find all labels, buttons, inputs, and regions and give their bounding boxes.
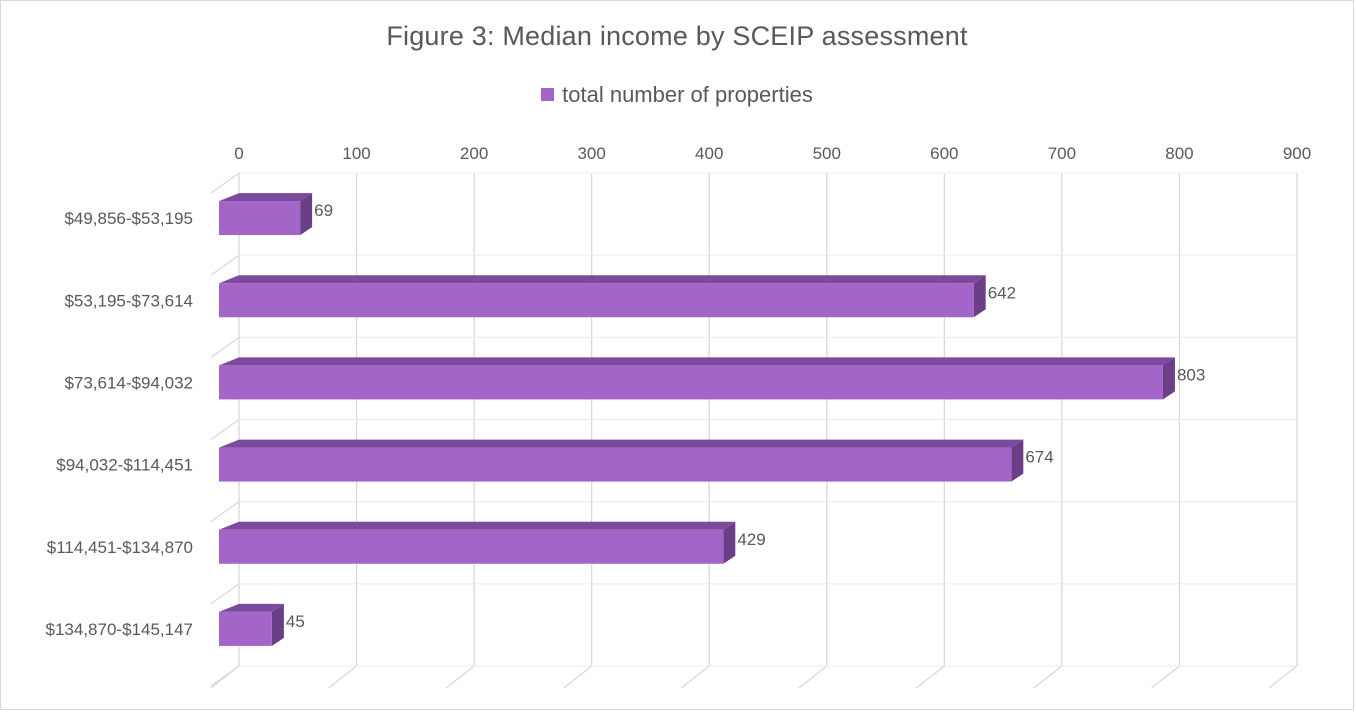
bar-top-face [219, 193, 313, 202]
bar-side-face [723, 521, 736, 564]
x-tick-label: 500 [813, 144, 841, 163]
bar-side-face [271, 603, 284, 646]
floor-gridline [445, 665, 475, 689]
y-category-label: $49,856-$53,195 [64, 209, 193, 228]
bar-top-face [219, 439, 1024, 448]
x-tick-label: 800 [1165, 144, 1193, 163]
bar-top-face [219, 357, 1175, 366]
bar-top-face [219, 603, 284, 612]
bar-top-face [219, 275, 986, 284]
bar-side-face [1162, 357, 1175, 400]
side-wall-gridline [210, 254, 240, 276]
bar [219, 365, 1163, 400]
side-wall-gridline [210, 501, 240, 523]
x-tick-label: 200 [460, 144, 488, 163]
data-label: 642 [988, 283, 1016, 302]
bar [219, 447, 1012, 482]
x-tick-label: 400 [695, 144, 723, 163]
bar [219, 611, 272, 646]
floor-gridline [1033, 665, 1063, 689]
data-label: 803 [1177, 365, 1205, 384]
x-tick-label: 300 [577, 144, 605, 163]
data-label: 45 [286, 612, 305, 631]
legend-label: total number of properties [562, 82, 813, 107]
data-label: 69 [314, 201, 333, 220]
side-wall-gridline [210, 172, 240, 194]
y-category-label: $73,614-$94,032 [64, 373, 193, 392]
data-label: 674 [1025, 448, 1053, 467]
legend: total number of properties [1, 82, 1353, 108]
floor-gridline [1268, 665, 1298, 689]
floor-gridline [563, 665, 593, 689]
bar-side-face [300, 193, 313, 236]
x-tick-label: 900 [1283, 144, 1311, 163]
bar-side-face [1011, 439, 1024, 482]
floor-gridline [915, 665, 945, 689]
x-tick-label: 600 [930, 144, 958, 163]
x-tick-label: 100 [342, 144, 370, 163]
bar-side-face [973, 275, 986, 318]
floor-gridline [680, 665, 710, 689]
side-wall-gridline [210, 583, 240, 605]
side-wall-gridline [210, 419, 240, 440]
bar [219, 529, 724, 564]
chart-title: Figure 3: Median income by SCEIP assessm… [386, 21, 968, 51]
x-tick-label: 700 [1048, 144, 1076, 163]
y-category-label: $94,032-$114,451 [56, 456, 193, 475]
y-category-label: $53,195-$73,614 [64, 291, 193, 310]
legend-swatch [541, 88, 555, 101]
y-category-label: $134,870-$145,147 [46, 620, 193, 639]
x-tick-label: 0 [234, 144, 243, 163]
floor-gridline [798, 665, 828, 689]
bar [219, 201, 301, 236]
bar-top-face [219, 521, 736, 530]
floor-gridline [1151, 665, 1180, 689]
bar [219, 283, 974, 318]
y-category-label: $114,451-$134,870 [47, 538, 193, 557]
floor-gridline [328, 665, 357, 689]
side-wall-gridline [210, 336, 240, 358]
side-wall-gridline [210, 665, 240, 687]
data-label: 429 [737, 530, 765, 549]
